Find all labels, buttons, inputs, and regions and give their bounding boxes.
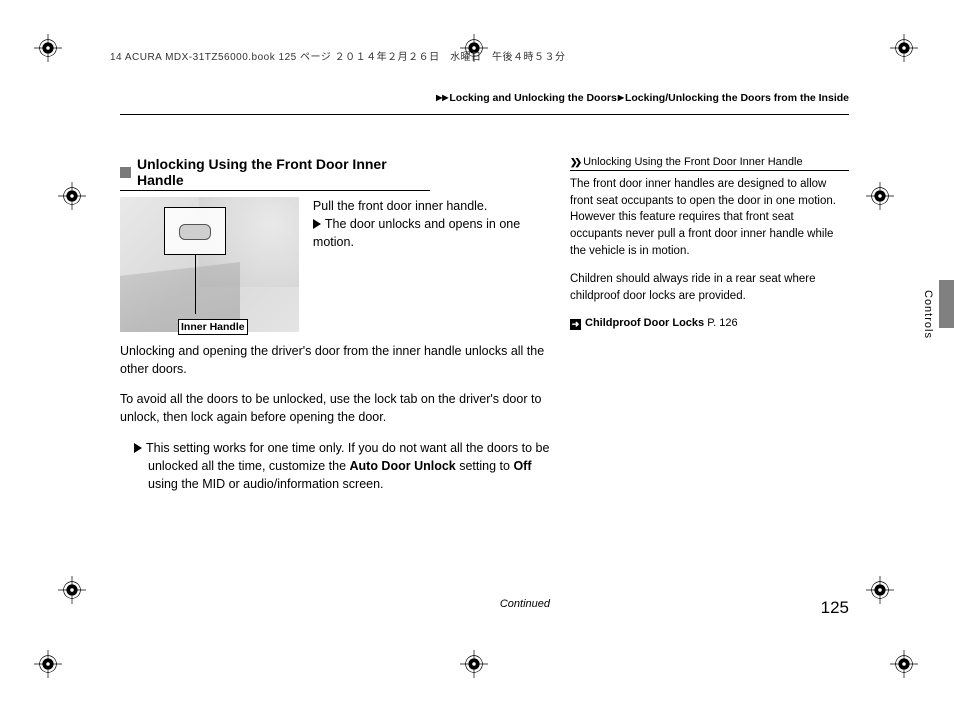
breadcrumb-arrow-icon: ▶▶	[436, 93, 448, 102]
breadcrumb: ▶▶Locking and Unlocking the Doors▶Lockin…	[120, 92, 849, 104]
paragraph-text: using the MID or audio/information scree…	[148, 477, 384, 491]
registration-mark-icon	[34, 34, 62, 62]
section-heading: Unlocking Using the Front Door Inner Han…	[120, 156, 430, 191]
registration-mark-icon	[58, 576, 86, 604]
thumb-tab-label: Controls	[922, 290, 934, 339]
sidebar-heading: ❯❯ Unlocking Using the Front Door Inner …	[570, 156, 849, 171]
registration-mark-icon	[866, 576, 894, 604]
sidebar-column: ❯❯ Unlocking Using the Front Door Inner …	[570, 156, 849, 618]
figure-leader-line	[195, 254, 196, 314]
figure-caption: Pull the front door inner handle. The do…	[313, 197, 550, 332]
triangle-bullet-icon	[313, 219, 321, 229]
sidebar-title: Unlocking Using the Front Door Inner Han…	[583, 156, 803, 168]
breadcrumb-section-b: Locking/Unlocking the Doors from the Ins…	[625, 92, 849, 104]
registration-mark-icon	[34, 650, 62, 678]
page-number: 125	[821, 598, 849, 618]
thumb-tab	[939, 280, 954, 328]
triangle-bullet-icon	[134, 443, 142, 453]
sidebar-chevron-icon: ❯❯	[570, 157, 579, 168]
registration-mark-icon	[58, 182, 86, 210]
caption-text: The door unlocks and opens in one motion…	[313, 217, 520, 249]
continued-label: Continued	[120, 598, 550, 610]
cross-reference: ➜ Childproof Door Locks P. 126	[570, 317, 849, 330]
section-marker-icon	[120, 167, 131, 178]
door-handle-figure: Inner Handle	[120, 197, 299, 332]
xref-label: Childproof Door Locks	[585, 317, 704, 329]
figure-label: Inner Handle	[178, 319, 248, 335]
registration-mark-icon	[866, 182, 894, 210]
bold-term: Auto Door Unlock	[350, 459, 456, 473]
body-paragraph: This setting works for one time only. If…	[120, 439, 550, 493]
xref-arrow-icon: ➜	[570, 319, 581, 330]
file-header: 14 ACURA MDX-31TZ56000.book 125 ページ ２０１４…	[110, 48, 566, 63]
body-paragraph: Unlocking and opening the driver's door …	[120, 342, 550, 378]
caption-line: The door unlocks and opens in one motion…	[313, 215, 550, 251]
bold-term: Off	[513, 459, 531, 473]
figure-row: Inner Handle Pull the front door inner h…	[120, 197, 550, 332]
section-title: Unlocking Using the Front Door Inner Han…	[137, 156, 430, 188]
figure-callout	[164, 207, 226, 255]
header-rule	[120, 114, 849, 115]
sidebar-paragraph: Children should always ride in a rear se…	[570, 271, 849, 304]
caption-line: Pull the front door inner handle.	[313, 197, 550, 215]
paragraph-text: setting to	[456, 459, 514, 473]
breadcrumb-arrow-icon: ▶	[618, 93, 624, 102]
registration-mark-icon	[890, 34, 918, 62]
xref-page: P. 126	[707, 317, 737, 329]
registration-mark-icon	[460, 650, 488, 678]
sidebar-paragraph: The front door inner handles are designe…	[570, 176, 849, 259]
breadcrumb-section-a: Locking and Unlocking the Doors	[449, 92, 616, 104]
registration-mark-icon	[890, 650, 918, 678]
body-paragraph: To avoid all the doors to be unlocked, u…	[120, 390, 550, 426]
page-content: Unlocking Using the Front Door Inner Han…	[120, 156, 849, 618]
main-column: Unlocking Using the Front Door Inner Han…	[120, 156, 550, 618]
